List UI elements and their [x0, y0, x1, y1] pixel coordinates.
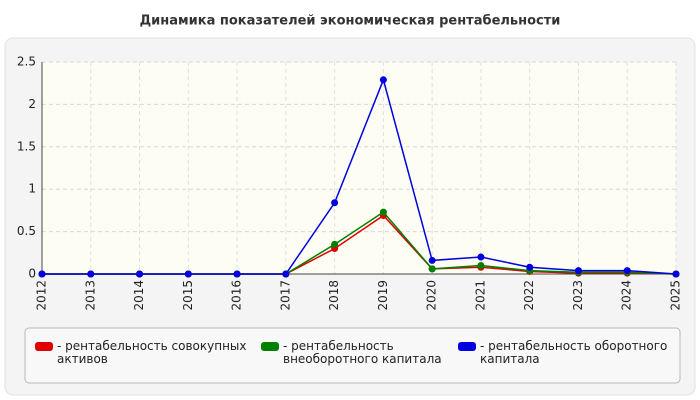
point — [282, 270, 290, 278]
legend-swatch — [458, 342, 476, 351]
point — [428, 265, 436, 273]
x-tick-label: 2023 — [571, 280, 585, 311]
x-tick-label: 2021 — [473, 280, 487, 311]
y-tick-label: 0.5 — [17, 224, 36, 238]
point — [331, 199, 339, 207]
x-tick-label: 2014 — [132, 280, 146, 311]
x-tick-label: 2019 — [376, 280, 390, 311]
x-tick-label: 2024 — [620, 280, 634, 311]
point — [233, 270, 241, 278]
point — [331, 240, 339, 248]
x-tick-label: 2015 — [181, 280, 195, 311]
point — [184, 270, 192, 278]
x-tick-label: 2025 — [669, 280, 683, 311]
y-tick-label: 1 — [28, 182, 36, 196]
legend-label: - рентабельность внеоборотного капитала — [283, 339, 442, 366]
point — [526, 263, 534, 271]
point — [379, 208, 387, 216]
x-tick-label: 2018 — [327, 280, 341, 311]
point — [428, 256, 436, 264]
point — [477, 262, 485, 270]
point — [379, 76, 387, 84]
legend-entry: - рентабельность оборотного капитала — [458, 339, 670, 366]
x-tick-label: 2016 — [230, 280, 244, 311]
legend-box — [24, 327, 681, 384]
y-tick-label: 2 — [28, 97, 36, 111]
y-tick-label: 1.5 — [17, 139, 36, 153]
x-tick-label: 2020 — [425, 280, 439, 311]
point — [477, 253, 485, 261]
point — [87, 270, 95, 278]
legend-entry: - рентабельность совокупных активов — [35, 339, 247, 366]
legend-label: - рентабельность совокупных активов — [57, 339, 247, 366]
x-tick-label: 2022 — [522, 280, 536, 311]
legend-entry: - рентабельность внеоборотного капитала — [261, 339, 473, 366]
point — [623, 267, 631, 275]
chart-title: Динамика показателей экономическая рента… — [140, 14, 561, 29]
x-tick-label: 2017 — [278, 280, 292, 311]
point — [672, 270, 680, 278]
y-tick-label: 2.5 — [17, 55, 36, 69]
point — [574, 267, 582, 275]
point — [136, 270, 144, 278]
legend-swatch — [261, 342, 279, 351]
series-line — [42, 77, 677, 275]
legend-label: - рентабельность оборотного капитала — [480, 339, 668, 366]
legend-swatch — [35, 342, 53, 351]
x-tick-label: 2013 — [83, 280, 97, 311]
x-tick-label: 2012 — [35, 280, 49, 311]
point — [38, 270, 46, 278]
plot-area — [42, 62, 676, 274]
y-tick-label: 0 — [28, 267, 36, 281]
